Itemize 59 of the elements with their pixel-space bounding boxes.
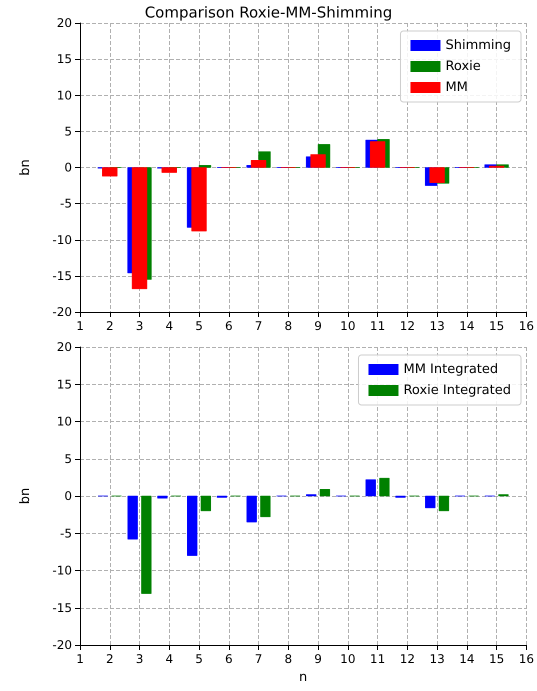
y-tick-label: -15 — [52, 600, 72, 615]
legend-label: Roxie Integrated — [403, 383, 512, 398]
x-tick-label: 7 — [254, 319, 262, 333]
legend-label: MM Integrated — [403, 362, 498, 377]
x-tick-label: 6 — [224, 652, 233, 666]
x-tick-label: 6 — [224, 319, 233, 333]
y-tick-label: 5 — [64, 124, 72, 138]
x-tick-label: 5 — [195, 319, 203, 333]
y-tick-label: -10 — [52, 564, 72, 578]
y-tick-label: -20 — [52, 305, 72, 319]
y-tick-label: 10 — [56, 414, 72, 428]
x-tick-label: 12 — [400, 652, 415, 666]
x-tick-label: 10 — [340, 652, 356, 666]
y-axis-title: bn — [18, 488, 33, 504]
legend-label: Shimming — [445, 38, 512, 53]
y-tick-label: -5 — [60, 526, 72, 540]
y-axis-title: bn — [18, 159, 33, 176]
x-tick-label: 1 — [76, 652, 84, 666]
x-tick-label: 16 — [518, 319, 534, 333]
x-tick-label: 9 — [314, 652, 322, 666]
y-tick-label: 0 — [64, 160, 72, 174]
legend-label: Roxie — [445, 59, 481, 74]
y-tick-label: 15 — [56, 377, 72, 392]
x-tick-label: 13 — [429, 652, 445, 666]
x-tick-label: 10 — [340, 319, 356, 333]
x-tick-label: 11 — [370, 652, 386, 666]
x-tick-label: 14 — [459, 652, 474, 666]
x-tick-label: 11 — [370, 319, 386, 333]
chart-title: Comparison Roxie-MM-Shimming — [144, 4, 392, 22]
x-tick-label: 2 — [106, 319, 114, 333]
y-tick-label: -5 — [60, 196, 72, 211]
x-tick-label: 15 — [488, 652, 504, 666]
x-tick-label: 4 — [165, 652, 174, 666]
y-tick-label: 20 — [56, 16, 72, 30]
y-tick-label: -20 — [52, 638, 72, 652]
x-tick-label: 1 — [76, 319, 84, 333]
legend-label: MM — [445, 80, 468, 95]
y-tick-label: -15 — [52, 268, 72, 283]
x-tick-label: 2 — [106, 652, 114, 666]
y-tick-label: 0 — [64, 489, 72, 503]
x-tick-label: 16 — [518, 652, 534, 666]
x-tick-label: 13 — [429, 319, 445, 333]
x-tick-label: 4 — [165, 319, 174, 333]
x-tick-label: 7 — [254, 652, 262, 666]
x-tick-label: 9 — [314, 319, 322, 333]
y-tick-label: 5 — [64, 452, 72, 466]
y-tick-label: 20 — [56, 340, 72, 354]
x-tick-label: 14 — [459, 319, 474, 333]
x-tick-label: 3 — [136, 652, 144, 666]
x-tick-label: 5 — [195, 652, 203, 666]
x-tick-label: 3 — [136, 319, 144, 333]
x-tick-label: 15 — [488, 319, 504, 333]
y-tick-label: -10 — [52, 232, 72, 247]
x-axis-title: n — [299, 670, 308, 685]
x-tick-label: 8 — [284, 319, 292, 333]
y-tick-label: 15 — [56, 52, 72, 66]
x-tick-label: 8 — [284, 652, 292, 666]
x-tick-label: 12 — [400, 319, 415, 333]
y-tick-label: 10 — [56, 88, 72, 102]
